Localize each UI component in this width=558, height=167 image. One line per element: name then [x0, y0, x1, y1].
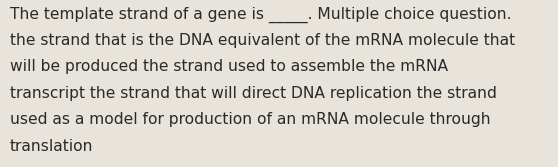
Text: will be produced the strand used to assemble the mRNA: will be produced the strand used to asse…: [10, 59, 448, 74]
Text: translation: translation: [10, 139, 94, 154]
Text: The template strand of a gene is _____. Multiple choice question.: The template strand of a gene is _____. …: [10, 7, 512, 23]
Text: transcript the strand that will direct DNA replication the strand: transcript the strand that will direct D…: [10, 86, 497, 101]
Text: used as a model for production of an mRNA molecule through: used as a model for production of an mRN…: [10, 112, 490, 127]
Text: the strand that is the DNA equivalent of the mRNA molecule that: the strand that is the DNA equivalent of…: [10, 33, 515, 48]
